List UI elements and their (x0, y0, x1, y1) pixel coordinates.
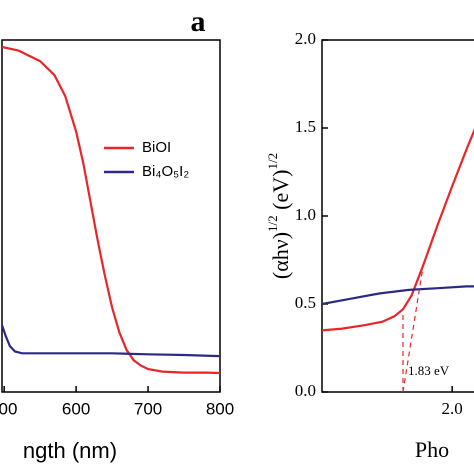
x-tick-label: 2.0 (442, 399, 463, 418)
plot-area (322, 128, 474, 392)
x-tick-label: 00 (0, 399, 17, 418)
y-tick-label: 2.0 (295, 29, 316, 48)
tangent-line (402, 265, 424, 392)
x-axis-label: Pho (415, 437, 449, 462)
y-axis-label-part: 1/2 (265, 215, 280, 232)
legend-label: BiOI (142, 139, 171, 156)
plot-area (2, 45, 220, 375)
legend-label: Bi₄O₅I₂ (142, 163, 189, 180)
x-tick-label: 600 (62, 399, 90, 418)
plot-frame (1, 39, 221, 393)
series-line (322, 128, 474, 332)
series-line (322, 285, 474, 306)
y-axis-label: (αhν)1/2 (eV)1/2 (265, 153, 293, 279)
y-axis-label-part: (eV) (268, 170, 293, 216)
plot-frame (321, 39, 474, 393)
y-axis-label-part: 1/2 (265, 153, 280, 170)
y-axis-label-part: (αhν) (268, 232, 293, 279)
series-line (2, 45, 220, 375)
x-axis-label: ngth (nm) (23, 438, 117, 463)
bandgap-annotation: 1.83 eV (408, 363, 450, 378)
x-tick-label: 800 (206, 399, 234, 418)
y-tick-label: 1.0 (295, 205, 316, 224)
y-tick-label: 0.0 (295, 381, 316, 400)
series-line (2, 324, 220, 358)
y-tick-label: 1.5 (295, 117, 316, 136)
y-tick-label: 0.5 (295, 293, 316, 312)
panel-label: a (191, 5, 206, 38)
x-tick-label: 700 (134, 399, 162, 418)
